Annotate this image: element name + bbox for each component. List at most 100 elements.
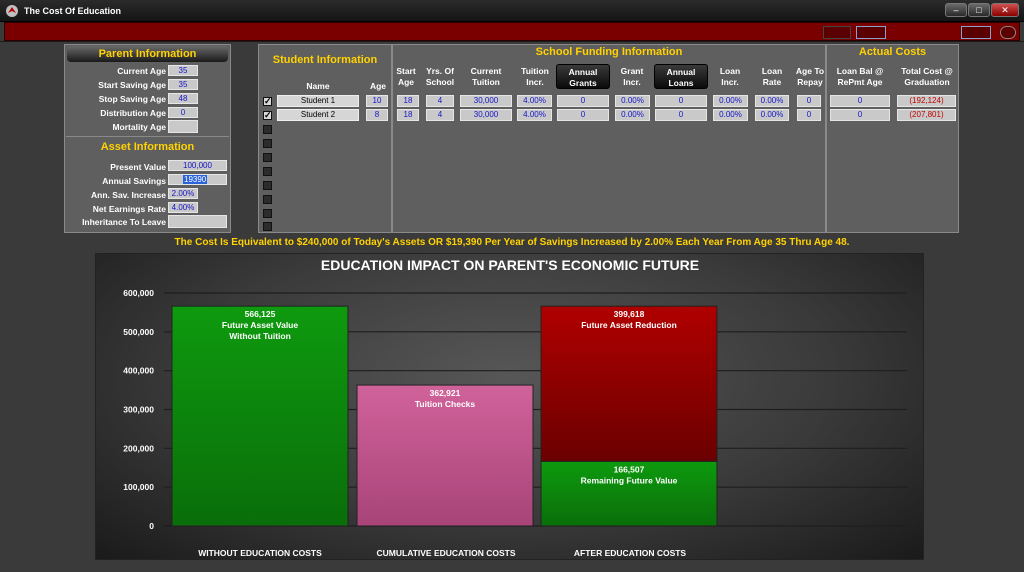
total-cost-header: Total Cost @ Graduation — [901, 66, 953, 87]
bar — [540, 460, 718, 527]
bar-value-label: 166,507 — [614, 464, 645, 474]
toolbar-button-2[interactable] — [856, 26, 886, 39]
bar-text-label: Future Asset Value — [222, 320, 298, 330]
panel-divider — [66, 136, 229, 137]
loan-rate-header: Loan Rate — [761, 66, 783, 87]
row1-yrs-school-input[interactable]: 4 — [426, 95, 454, 107]
row2-age-to-repay-input[interactable]: 0 — [797, 109, 821, 121]
row1-start-age-input[interactable]: 18 — [397, 95, 419, 107]
actual-costs-panel — [826, 44, 959, 233]
annual-savings-input[interactable]: 19390 — [168, 174, 227, 185]
yrs-school-header: Yrs. Of School — [425, 66, 455, 87]
student-2-age-input[interactable]: 8 — [366, 109, 388, 121]
window-title: The Cost Of Education — [24, 6, 122, 16]
bar-value-label: 566,125 — [245, 309, 276, 319]
inheritance-input[interactable] — [168, 215, 227, 228]
start-saving-age-input[interactable]: 35 — [168, 79, 198, 90]
y-tick-label: 100,000 — [123, 482, 154, 492]
parent-asset-panel — [64, 44, 231, 233]
student-9-checkbox[interactable] — [263, 209, 272, 218]
annual-loans-button[interactable]: Annual Loans — [654, 64, 708, 89]
category-label: AFTER EDUCATION COSTS — [574, 548, 687, 558]
bar-text-label: Remaining Future Value — [581, 475, 678, 485]
y-tick-label: 300,000 — [123, 405, 154, 415]
row2-start-age-input[interactable]: 18 — [397, 109, 419, 121]
stop-saving-age-input[interactable]: 48 — [168, 93, 198, 104]
current-tuition-header: Current Tuition — [470, 66, 502, 87]
divider — [0, 41, 1024, 42]
row2-loan-incr-input[interactable]: 0.00% — [713, 109, 748, 121]
bar — [356, 384, 534, 527]
bar-text-label: Tuition Checks — [415, 399, 476, 409]
row1-loan-incr-input[interactable]: 0.00% — [713, 95, 748, 107]
current-age-input[interactable]: 35 — [168, 65, 198, 76]
row2-total-cost-value: (207,801) — [897, 109, 956, 121]
row2-loans-input[interactable]: 0 — [655, 109, 707, 121]
row2-loan-bal-value: 0 — [830, 109, 890, 121]
toolbar-button-3[interactable] — [961, 26, 991, 39]
bar — [171, 305, 349, 527]
parent-info-header-bg — [67, 46, 228, 62]
mortality-age-input[interactable] — [168, 120, 198, 133]
student-8-checkbox[interactable] — [263, 195, 272, 204]
bar-text-label: Without Tuition — [229, 331, 291, 341]
row1-loan-bal-value: 0 — [830, 95, 890, 107]
student-5-checkbox[interactable] — [263, 153, 272, 162]
education-impact-chart: EDUCATION IMPACT ON PARENT'S ECONOMIC FU… — [95, 253, 924, 560]
row1-loans-input[interactable]: 0 — [655, 95, 707, 107]
y-tick-label: 600,000 — [123, 288, 154, 298]
bar-text-label: Future Asset Reduction — [581, 320, 677, 330]
actual-costs-title: Actual Costs — [858, 46, 927, 58]
row1-grant-incr-input[interactable]: 0.00% — [615, 95, 650, 107]
net-earnings-rate-input[interactable]: 4.00% — [168, 202, 198, 213]
row1-loan-rate-input[interactable]: 0.00% — [755, 95, 789, 107]
row2-yrs-school-input[interactable]: 4 — [426, 109, 454, 121]
student-10-checkbox[interactable] — [263, 222, 272, 231]
row2-grants-input[interactable]: 0 — [557, 109, 609, 121]
maximize-button[interactable]: □ — [968, 3, 990, 17]
row1-age-to-repay-input[interactable]: 0 — [797, 95, 821, 107]
student-4-checkbox[interactable] — [263, 139, 272, 148]
close-button[interactable]: ✕ — [991, 3, 1019, 17]
student-2-name-input[interactable]: Student 2 — [277, 109, 359, 121]
minimize-button[interactable]: – — [945, 3, 967, 17]
student-7-checkbox[interactable] — [263, 181, 272, 190]
student-3-checkbox[interactable] — [263, 125, 272, 134]
loan-incr-header: Loan Incr. — [719, 66, 741, 87]
row1-grants-input[interactable]: 0 — [557, 95, 609, 107]
row1-tuition-incr-input[interactable]: 4.00% — [517, 95, 552, 107]
row2-grant-incr-input[interactable]: 0.00% — [615, 109, 650, 121]
settings-icon[interactable] — [1000, 26, 1016, 39]
distribution-age-input[interactable]: 0 — [168, 107, 198, 118]
student-1-age-input[interactable]: 10 — [366, 95, 388, 107]
age-to-repay-header: Age To Repay — [795, 66, 825, 87]
row2-tuition-input[interactable]: 30,000 — [460, 109, 512, 121]
student-2-checkbox[interactable] — [263, 110, 272, 121]
y-tick-label: 200,000 — [123, 443, 154, 453]
row2-loan-rate-input[interactable]: 0.00% — [755, 109, 789, 121]
y-tick-label: 500,000 — [123, 327, 154, 337]
annual-grants-button[interactable]: Annual Grants — [556, 64, 610, 89]
parent-info-title: Parent Information — [98, 48, 197, 60]
ann-sav-increase-input[interactable]: 2.00% — [168, 188, 198, 199]
student-info-title: Student Information — [272, 54, 378, 66]
bar-value-label: 399,618 — [614, 309, 645, 319]
student-1-checkbox[interactable] — [263, 96, 272, 107]
y-tick-label: 0 — [149, 521, 154, 531]
toolbar-button-1[interactable] — [823, 26, 851, 39]
category-label: CUMULATIVE EDUCATION COSTS — [377, 548, 516, 558]
student-6-checkbox[interactable] — [263, 167, 272, 176]
row2-tuition-incr-input[interactable]: 4.00% — [517, 109, 552, 121]
loan-bal-header: Loan Bal @ RePmt Age — [836, 66, 884, 87]
stop-saving-age-label: Stop Saving Age — [98, 94, 166, 104]
present-value-input[interactable]: 100,000 — [168, 160, 227, 171]
row1-tuition-input[interactable]: 30,000 — [460, 95, 512, 107]
student-1-name-input[interactable]: Student 1 — [277, 95, 359, 107]
student-age-header: Age — [369, 81, 387, 91]
annual-savings-selected-text: 19390 — [183, 175, 208, 184]
mortality-age-label: Mortality Age — [112, 122, 166, 132]
bar-value-label: 362,921 — [430, 388, 461, 398]
app-logo-icon — [6, 5, 18, 17]
y-tick-label: 400,000 — [123, 366, 154, 376]
category-label: WITHOUT EDUCATION COSTS — [198, 548, 322, 558]
